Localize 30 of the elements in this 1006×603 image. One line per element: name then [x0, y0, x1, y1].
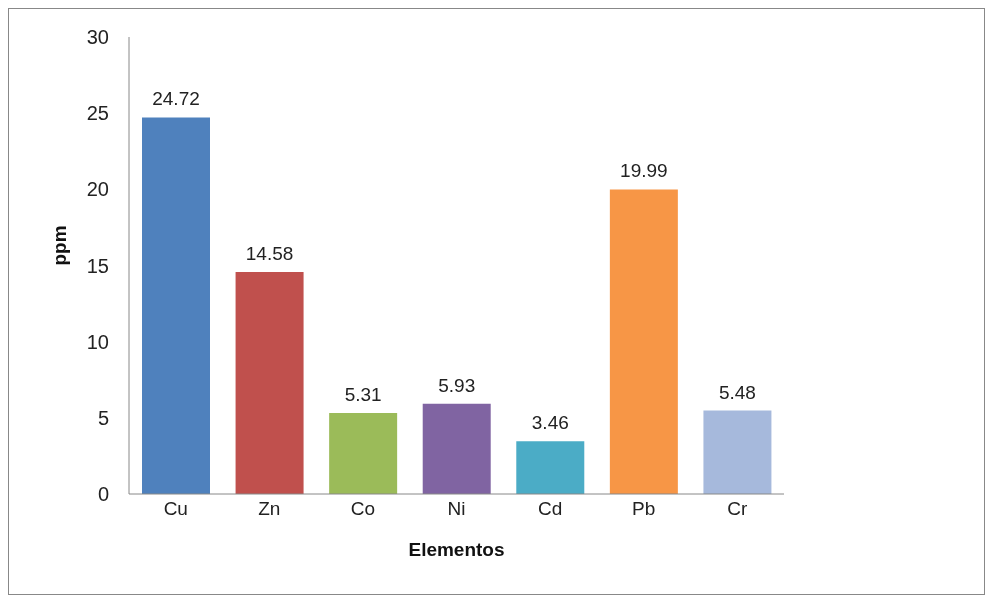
data-label: 5.31 [344, 384, 382, 406]
x-tick-label: Cd [537, 498, 563, 520]
y-tick-label: 10 [86, 330, 109, 353]
data-label: 19.99 [620, 160, 668, 182]
bar [422, 403, 491, 494]
x-tick-label: Zn [258, 498, 281, 520]
bar [235, 271, 304, 494]
data-label: 5.93 [438, 374, 476, 396]
data-label: 3.46 [531, 412, 569, 434]
x-tick-label: Pb [632, 498, 656, 520]
x-axis-title: Elementos [408, 539, 505, 560]
data-label: 24.72 [152, 88, 200, 110]
bar [609, 189, 678, 494]
data-label: 14.58 [245, 242, 294, 264]
y-tick-label: 20 [86, 178, 109, 201]
bar [329, 413, 398, 494]
x-tick-label: Cr [727, 498, 748, 520]
x-tick-label: Co [350, 498, 376, 520]
bar [516, 441, 585, 494]
x-tick-label: Cu [163, 498, 188, 520]
y-axis-title: ppm [48, 225, 70, 266]
y-tick-label: 30 [86, 26, 109, 49]
y-tick-label: 0 [97, 483, 109, 506]
x-tick-label: Ni [447, 498, 466, 520]
y-tick-label: 5 [97, 406, 109, 429]
bar [142, 117, 210, 494]
y-tick-label: 15 [86, 254, 109, 277]
y-tick-label: 25 [86, 102, 109, 125]
bar [703, 410, 772, 494]
data-label: 5.48 [718, 381, 756, 403]
